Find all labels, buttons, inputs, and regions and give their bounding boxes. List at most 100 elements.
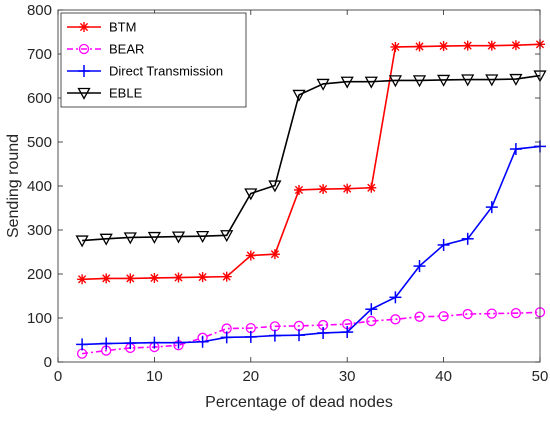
data-point (75, 235, 89, 248)
x-tick-label: 10 (146, 368, 163, 385)
x-tick-label: 20 (242, 368, 259, 385)
y-tick-label: 800 (27, 2, 52, 19)
data-point (486, 40, 497, 51)
data-point (437, 74, 451, 87)
legend-marker (79, 22, 89, 32)
legend-item: BTM (67, 20, 136, 35)
y-tick-label: 300 (27, 222, 52, 239)
data-point (412, 75, 427, 88)
data-point (438, 41, 449, 52)
data-point (413, 260, 426, 273)
data-point (269, 249, 280, 260)
data-point (364, 76, 378, 89)
y-tick-label: 400 (27, 178, 52, 195)
y-tick-label: 200 (27, 266, 52, 283)
data-point (171, 231, 186, 244)
data-point (196, 231, 210, 244)
data-point (123, 232, 137, 245)
data-point (172, 336, 185, 349)
data-point (340, 76, 354, 89)
data-point (414, 41, 425, 52)
data-point (100, 337, 113, 350)
legend-item: Direct Transmission (67, 64, 223, 79)
data-point (317, 326, 330, 339)
y-tick-label: 500 (27, 134, 52, 151)
series-bear (76, 307, 546, 359)
data-point (366, 315, 377, 327)
series-line (82, 74, 541, 242)
data-point (318, 184, 329, 195)
data-point (485, 201, 498, 214)
legend: BTM BEAR Direct Transmission EBLE (60, 12, 247, 108)
data-point (196, 335, 209, 348)
y-tick-label: 100 (27, 310, 52, 327)
data-point (414, 311, 425, 322)
series-line (81, 311, 541, 355)
legend-item: EBLE (67, 86, 143, 101)
legend-box (60, 12, 247, 108)
x-tick-label: 40 (435, 368, 452, 385)
data-point (390, 41, 401, 52)
data-point (147, 231, 161, 244)
data-point (294, 184, 304, 195)
data-point (268, 180, 282, 193)
series-btm (77, 39, 545, 285)
data-point (221, 271, 232, 282)
data-point (389, 291, 402, 304)
data-point (244, 188, 258, 201)
legend-marker (78, 65, 90, 77)
legend-label: BEAR (109, 42, 144, 57)
y-tick-label: 0 (44, 354, 52, 371)
data-point (245, 250, 256, 261)
data-point (173, 272, 184, 283)
data-point (462, 40, 473, 51)
data-point (365, 303, 378, 316)
y-tick-label: 700 (27, 46, 52, 63)
data-point (220, 331, 233, 344)
data-point (341, 326, 354, 339)
data-point (510, 40, 521, 51)
legend-item: BEAR (67, 42, 144, 57)
x-tick-label: 50 (532, 368, 549, 385)
data-point (461, 74, 475, 87)
data-point (149, 272, 160, 283)
legend-marker (77, 87, 91, 100)
data-point (485, 74, 499, 87)
data-point (509, 143, 522, 156)
data-point (125, 273, 136, 284)
data-point (437, 238, 450, 251)
x-tick-label: 30 (339, 368, 356, 385)
series-direct-transmission (76, 140, 546, 351)
legend-label: BTM (109, 20, 136, 35)
data-point (388, 75, 402, 88)
data-point (366, 182, 377, 193)
data-point (99, 233, 113, 246)
data-point (124, 337, 137, 350)
x-tick-label: 0 (54, 368, 62, 385)
data-point (197, 272, 208, 283)
y-axis-label: Sending round (5, 134, 22, 238)
data-point (293, 329, 305, 342)
legend-marker (78, 43, 90, 55)
y-tick-label: 600 (27, 90, 52, 107)
data-point (220, 230, 234, 243)
data-point (461, 232, 474, 245)
data-point (244, 330, 257, 343)
data-point (342, 183, 353, 194)
data-point (268, 329, 281, 342)
legend-label: Direct Transmission (109, 64, 223, 79)
data-point (101, 273, 112, 284)
data-point (438, 311, 449, 322)
data-point (510, 308, 522, 319)
data-point (390, 314, 401, 325)
data-point (148, 336, 161, 349)
series-eble (75, 70, 547, 248)
x-axis-label: Percentage of dead nodes (205, 394, 393, 411)
data-point (462, 308, 473, 320)
data-point (292, 89, 306, 102)
data-point (316, 78, 330, 91)
data-point (509, 73, 523, 86)
legend-label: EBLE (109, 86, 143, 101)
